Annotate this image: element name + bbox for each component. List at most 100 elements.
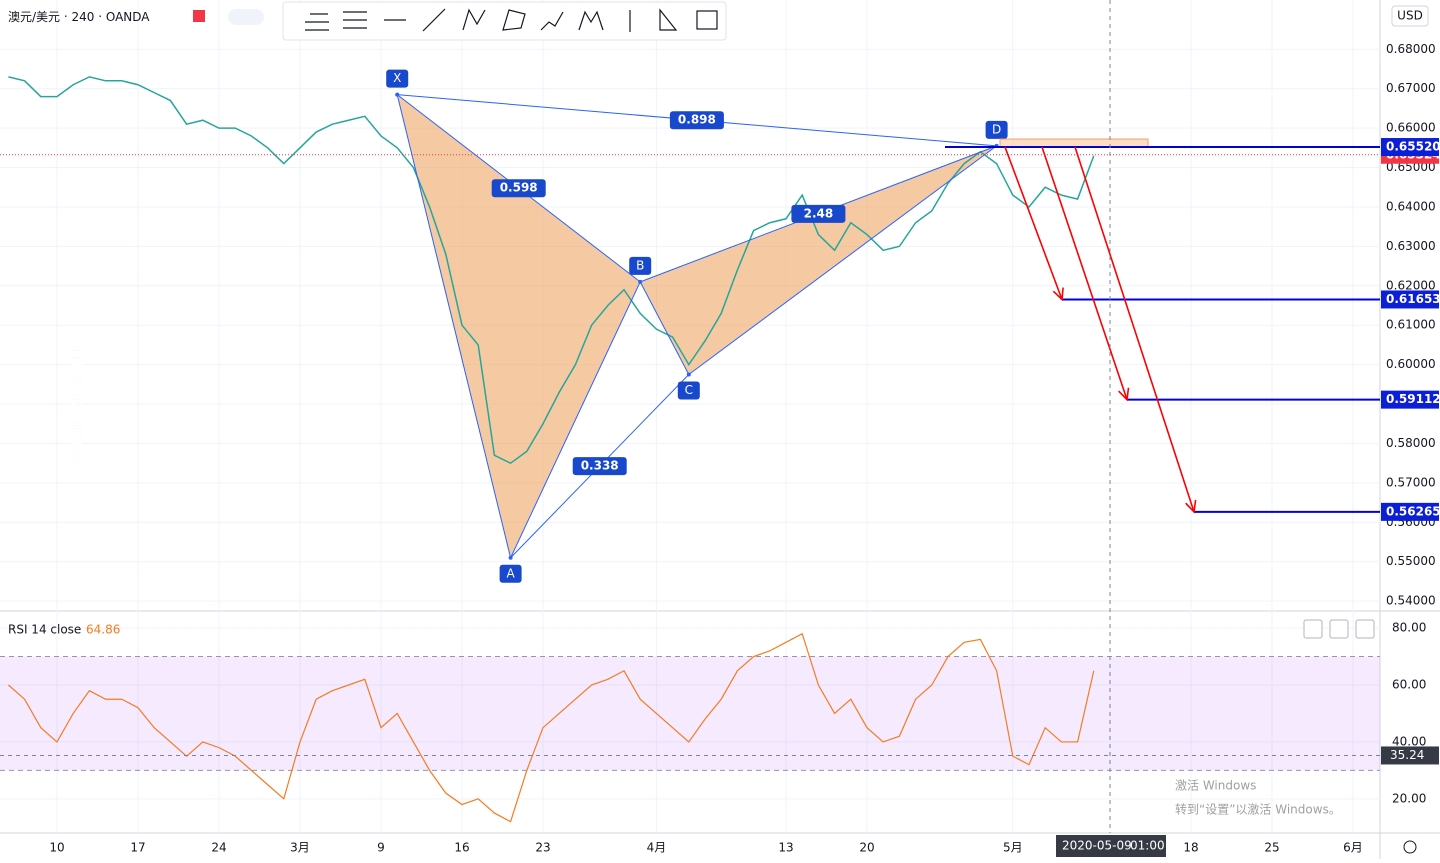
x-tick-label: 6月 — [1343, 841, 1363, 855]
pattern-line — [688, 145, 997, 375]
y-tick-label: 0.61000 — [1386, 318, 1436, 332]
y-tick-label: 0.68000 — [1386, 42, 1436, 56]
pattern-line — [639, 281, 690, 375]
pattern-line — [510, 281, 641, 558]
currency[interactable]: USD — [1397, 9, 1423, 23]
point-label: X — [393, 71, 401, 85]
ratio-label: 2.48 — [804, 206, 834, 220]
crosshair-tag — [1381, 746, 1439, 765]
x-tick-label: 16 — [454, 841, 469, 855]
arrow — [1041, 146, 1128, 400]
tool-icon[interactable] — [462, 8, 486, 31]
rsi-line — [8, 632, 1095, 823]
point-label: C — [685, 383, 693, 397]
rsi-value: 64.86 — [86, 623, 120, 637]
rsi-band — [0, 656, 1380, 771]
interval: 240 — [72, 10, 95, 24]
x-tick-label: 20 — [859, 841, 874, 855]
y-tick-label: 60.00 — [1392, 678, 1426, 692]
pattern-point — [508, 555, 513, 560]
crosshair-value: 35.24 — [1390, 748, 1424, 762]
arrow — [1004, 146, 1063, 300]
y-tick-label: 0.66000 — [1386, 121, 1436, 135]
x-tick-label: 10 — [49, 841, 64, 855]
point-box — [386, 69, 409, 88]
crosshair-time: 01:00 — [1130, 839, 1165, 853]
point-box — [499, 564, 522, 583]
point-box — [985, 120, 1008, 139]
source: OANDA — [106, 10, 150, 24]
point-label: B — [636, 258, 644, 272]
flag-icon[interactable] — [193, 10, 205, 22]
x-tick-label: 23 — [535, 841, 550, 855]
x-tick-label: 24 — [211, 841, 226, 855]
y-tick-label: 40.00 — [1392, 734, 1426, 748]
y-tick-label: 0.58000 — [1386, 436, 1436, 450]
x-tick-label: 4月 — [647, 841, 667, 855]
y-tick-label: 20.00 — [1392, 791, 1426, 805]
tool-icon[interactable] — [502, 9, 526, 31]
pattern-point — [638, 279, 643, 284]
ratio-box — [669, 111, 724, 130]
symbol-header: 澳元/美元 · 240 · OANDA — [8, 10, 150, 24]
level-tag-label: 0.59112 — [1386, 392, 1440, 406]
x-tick-label: 3月 — [290, 841, 310, 855]
button[interactable] — [1329, 619, 1349, 639]
ratio-label: 0.598 — [500, 181, 538, 195]
arrow — [1074, 146, 1195, 513]
y-tick-label: 0.67000 — [1386, 81, 1436, 95]
y-tick-label: 0.55000 — [1386, 554, 1436, 568]
ratio-label: 0.338 — [581, 459, 619, 473]
y-tick-label: 0.62000 — [1386, 278, 1436, 292]
level-tag-label: 0.65520 — [1386, 140, 1440, 154]
arrow-head — [1185, 499, 1197, 514]
price-line — [8, 76, 1095, 465]
y-tick-label: 0.64000 — [1386, 199, 1436, 213]
crosshair-date-tag — [1056, 835, 1166, 857]
tool-icon[interactable] — [540, 11, 564, 31]
tool-icon[interactable] — [305, 13, 329, 31]
button[interactable] — [1303, 619, 1323, 639]
activation-title: 激活 Windows — [1175, 779, 1256, 793]
toolbar[interactable] — [282, 1, 727, 41]
rsi-title: RSI 14 close — [8, 623, 81, 637]
indicator-toggle[interactable] — [228, 9, 264, 25]
symbol: 澳元/美元 — [8, 10, 60, 24]
ratio-box — [791, 204, 846, 223]
y-tick-label: 80.00 — [1392, 621, 1426, 635]
y-tick-label: 0.57000 — [1386, 475, 1436, 489]
x-tick-label: 5月 — [1003, 841, 1023, 855]
activation-subtitle: 转到“设置”以激活 Windows。 — [1175, 802, 1341, 817]
tool-icon[interactable] — [659, 8, 678, 31]
y-tick-label: 0.63000 — [1386, 239, 1436, 253]
pattern-fill — [397, 94, 641, 558]
d-zone — [999, 138, 1149, 148]
x-tick-label: 18 — [1183, 841, 1198, 855]
tool-icon[interactable] — [343, 11, 367, 29]
watermark: 只陪你 泛岁月的沧澜 — [70, 350, 84, 473]
y-tick-label: 0.60000 — [1386, 357, 1436, 371]
y-tick-label: 0.54000 — [1386, 594, 1436, 608]
tool-icon[interactable] — [578, 10, 604, 31]
level-tag-label: 0.61653 — [1386, 292, 1440, 306]
pattern-fill — [640, 145, 997, 375]
pane-buttons[interactable] — [1303, 619, 1375, 639]
settings-icon[interactable] — [1403, 840, 1417, 854]
toolbar-box[interactable] — [282, 1, 727, 41]
x-tick-label: 17 — [130, 841, 145, 855]
ratio-box — [572, 457, 627, 476]
arrow-head — [1052, 287, 1064, 302]
point-label: A — [506, 566, 515, 580]
level-tag — [1381, 390, 1439, 409]
point-box — [629, 256, 652, 275]
tool-icon[interactable] — [696, 10, 718, 30]
x-tick-label: 13 — [778, 841, 793, 855]
level-tag — [1381, 290, 1439, 309]
crosshair-date: 2020-05-09 — [1062, 839, 1132, 853]
currency-box[interactable] — [1391, 5, 1429, 27]
point-box — [677, 381, 700, 400]
button[interactable] — [1355, 619, 1375, 639]
tool-icon[interactable] — [422, 8, 446, 32]
level-tag — [1381, 138, 1439, 157]
